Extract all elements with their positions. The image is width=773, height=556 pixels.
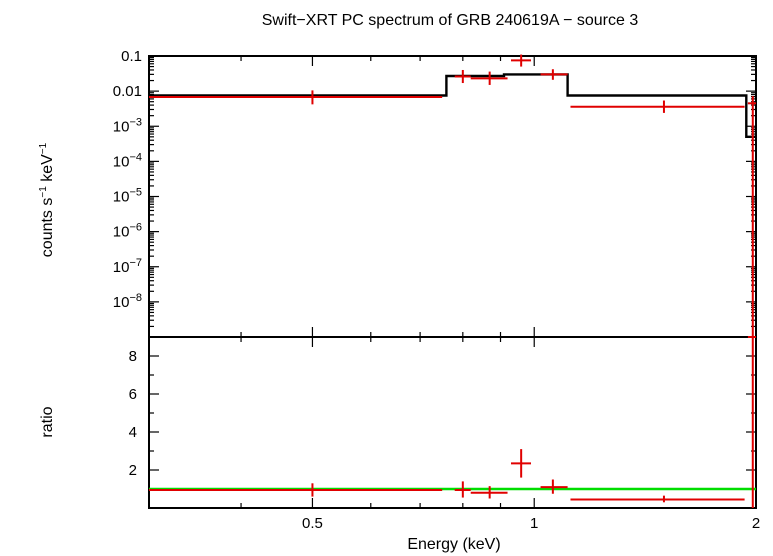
spectrum-y-axis-title: counts s−1 keV−1 — [38, 142, 56, 257]
ylabel-sup-2: −1 — [38, 142, 49, 154]
ylabel-sup-1: −1 — [38, 186, 49, 198]
x-axis-title: Energy (keV) — [407, 536, 500, 553]
y-tick-label: 10−6 — [113, 222, 142, 241]
y-tick-label-base: 10 — [113, 224, 130, 241]
y-tick-label: 10−7 — [113, 257, 142, 276]
ratio-y-axis-title: ratio — [39, 406, 56, 437]
ratio-tick-label: 4 — [129, 424, 137, 441]
model-curve — [149, 73, 756, 138]
y-tick-label-base: 10 — [113, 189, 130, 206]
y-tick-label-base: 10 — [113, 259, 130, 276]
y-tick-label-exponent: −7 — [129, 257, 142, 269]
y-tick-label-exponent: −5 — [129, 187, 142, 199]
x-tick-label: 2 — [752, 515, 760, 532]
y-tick-label: 10−5 — [113, 187, 142, 206]
ratio-frame — [148, 336, 757, 509]
ratio-panel — [148, 336, 757, 509]
ylabel-unit: keV — [39, 154, 56, 186]
chart-title: Swift−XRT PC spectrum of GRB 240619A − s… — [262, 12, 639, 29]
ratio-data-points — [149, 336, 756, 508]
y-tick-label-base: 0.01 — [113, 83, 142, 100]
y-tick-label: 10−3 — [113, 116, 142, 135]
y-tick-label: 0.01 — [113, 83, 142, 100]
y-tick-label-exponent: −3 — [129, 116, 142, 128]
x-tick-label: 0.5 — [302, 515, 323, 532]
y-tick-label: 10−4 — [113, 151, 142, 170]
y-tick-label-base: 10 — [113, 153, 130, 170]
y-tick-label: 0.1 — [121, 48, 142, 65]
y-tick-label-base: 10 — [113, 294, 130, 311]
y-tick-label-base: 0.1 — [121, 48, 142, 65]
y-tick-label-base: 10 — [113, 118, 130, 135]
ratio-tick-label: 6 — [129, 386, 137, 403]
spectrum-frame — [148, 55, 757, 338]
ylabel-base: counts s — [39, 198, 56, 258]
y-tick-label-exponent: −4 — [129, 151, 142, 163]
y-tick-label-exponent: −6 — [129, 222, 142, 234]
spectrum-data-points — [149, 54, 756, 337]
ratio-tick-label: 8 — [129, 348, 137, 365]
x-tick-label: 1 — [530, 515, 538, 532]
y-tick-label-exponent: −8 — [129, 292, 142, 304]
spectrum-panel — [148, 55, 757, 338]
ratio-axis-ticks: 2 4 6 8 0.5 1 2 — [129, 336, 760, 532]
y-tick-label: 10−8 — [113, 292, 142, 311]
ratio-tick-label: 2 — [129, 462, 137, 479]
model-step-line — [149, 73, 756, 138]
